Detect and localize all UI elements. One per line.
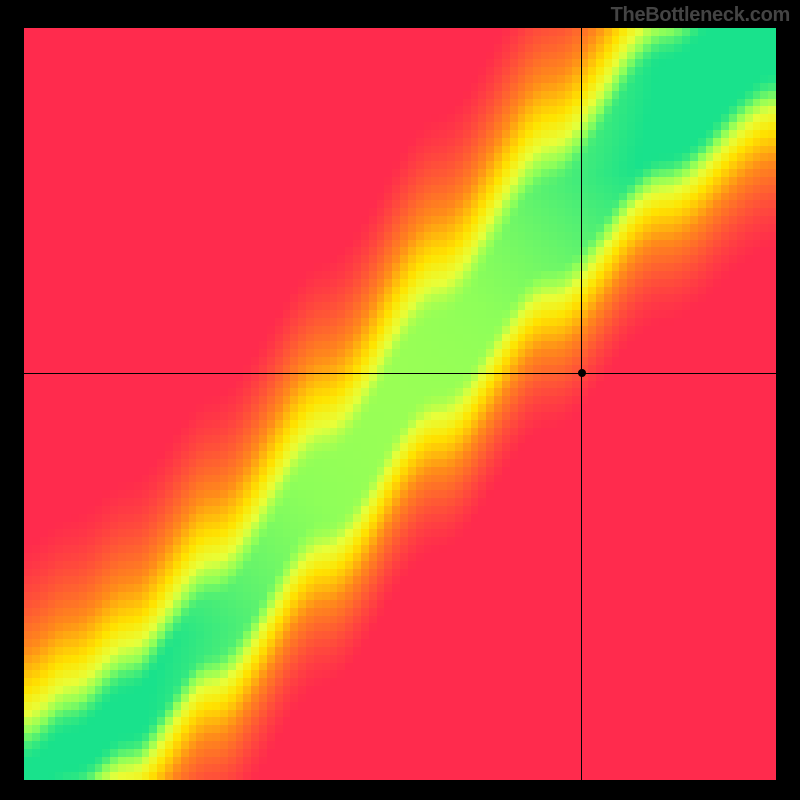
crosshair-horizontal [24,373,776,374]
crosshair-vertical [581,28,582,780]
chart-container: TheBottleneck.com [0,0,800,800]
watermark-text: TheBottleneck.com [611,4,790,27]
bottleneck-heatmap [24,28,776,780]
crosshair-marker [578,369,586,377]
plot-area [24,28,776,780]
